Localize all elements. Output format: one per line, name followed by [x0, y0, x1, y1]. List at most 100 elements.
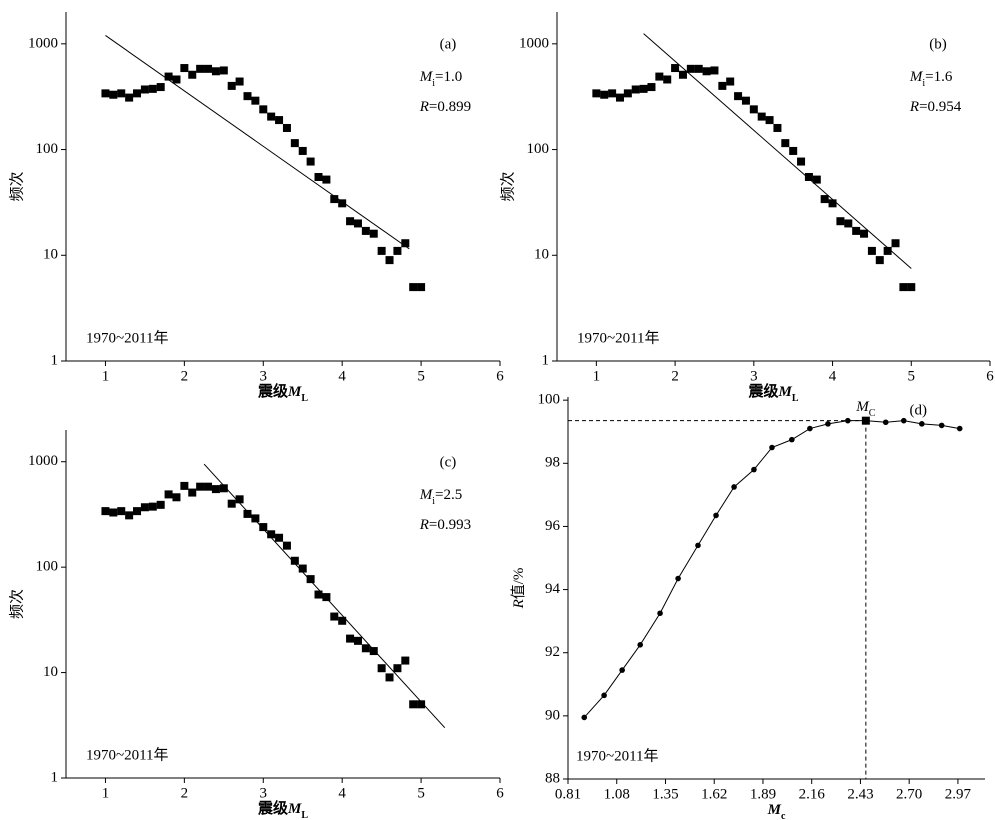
x-tick-label: 5	[908, 368, 916, 384]
data-point	[133, 507, 142, 516]
x-tick-label: 1	[102, 368, 110, 384]
x-tick-label: 4	[338, 785, 346, 801]
data-point	[314, 173, 323, 182]
label-part: =0.993	[429, 517, 471, 533]
data-point	[409, 283, 418, 292]
data-point	[346, 634, 355, 643]
data-point	[172, 75, 181, 84]
data-point	[353, 219, 362, 228]
x-tick-label: 2.43	[847, 786, 873, 802]
data-point	[338, 616, 347, 625]
annotation: 1970~2011年	[86, 329, 169, 346]
data-point	[882, 419, 889, 426]
data-point	[385, 256, 394, 265]
data-point	[836, 217, 845, 226]
data-point	[235, 77, 244, 86]
data-point	[101, 89, 110, 98]
data-point	[860, 229, 869, 238]
x-tick-label: 3	[260, 785, 268, 801]
data-point	[393, 664, 402, 673]
data-point	[900, 417, 907, 424]
label-part: R	[419, 517, 429, 533]
label-part: i	[432, 496, 435, 507]
data-point	[956, 425, 963, 432]
data-point	[298, 146, 307, 155]
y-axis-label: 频次	[8, 589, 25, 619]
data-point	[267, 112, 276, 121]
x-tick-label: 0.81	[555, 786, 581, 802]
label-part: =0.899	[429, 99, 471, 115]
label-part: M	[909, 69, 924, 85]
data-point	[101, 507, 110, 516]
label-part: R	[419, 99, 429, 115]
y-axis-label: 频次	[8, 171, 25, 201]
data-point	[148, 502, 157, 511]
data-point	[243, 509, 252, 518]
data-point	[290, 556, 299, 565]
data-point	[812, 175, 821, 184]
data-point	[282, 123, 291, 132]
data-point	[393, 246, 402, 255]
data-point	[657, 610, 663, 617]
data-point	[789, 436, 795, 443]
data-point	[164, 72, 173, 81]
data-point	[675, 575, 681, 582]
data-point	[117, 507, 126, 516]
label-part: =1.6	[925, 69, 953, 85]
x-axis-label: Mc	[767, 802, 786, 820]
data-point	[275, 116, 284, 125]
y-tick-label: 1000	[519, 35, 549, 51]
data-point	[938, 422, 945, 429]
data-point	[769, 444, 775, 451]
x-tick-label: 2	[181, 785, 189, 801]
data-point	[417, 283, 426, 292]
fit-line	[643, 33, 912, 269]
y-tick-label: 98	[545, 455, 560, 471]
data-point	[713, 512, 719, 519]
data-point	[623, 89, 632, 98]
y-tick-label: 88	[545, 770, 560, 786]
data-point	[306, 157, 315, 166]
y-tick-label: 100	[36, 141, 59, 157]
data-point	[353, 636, 362, 645]
x-axis-label: 震级ML	[748, 382, 798, 403]
data-point	[867, 246, 876, 255]
data-point	[125, 511, 134, 520]
annotation: 1970~2011年	[576, 747, 659, 764]
data-point	[718, 81, 727, 90]
y-axis-label: 频次	[499, 171, 516, 201]
data-point	[637, 642, 644, 648]
x-tick-label: 4	[338, 368, 346, 384]
y-tick-label: 1	[51, 769, 59, 785]
data-point	[109, 90, 118, 99]
y-axis-label: R值/%	[510, 568, 527, 610]
label-part: i	[432, 78, 435, 89]
y-tick-label: 94	[545, 581, 561, 597]
x-tick-label: 1	[593, 368, 601, 384]
data-point	[204, 482, 213, 491]
mc-point	[861, 416, 870, 425]
data-point	[196, 64, 205, 73]
data-point	[695, 542, 701, 549]
data-point	[797, 157, 806, 166]
x-tick-label: 2	[181, 368, 189, 384]
label-part: 值/%	[510, 568, 527, 600]
data-point	[156, 83, 165, 92]
y-tick-label: 92	[545, 644, 560, 660]
data-point	[377, 664, 386, 673]
data-point	[172, 493, 181, 502]
fit-parameter: R=0.899	[419, 99, 471, 115]
x-tick-label: 3	[750, 368, 758, 384]
data-point	[789, 146, 798, 155]
data-point	[251, 96, 260, 105]
label-part: M	[855, 399, 870, 415]
fit-line	[203, 463, 446, 729]
label-part: =1.0	[435, 69, 462, 85]
y-tick-label: 100	[538, 392, 561, 408]
data-point	[781, 139, 790, 148]
fit-line	[105, 35, 410, 250]
label-part: c	[781, 811, 786, 820]
data-point	[417, 700, 426, 709]
